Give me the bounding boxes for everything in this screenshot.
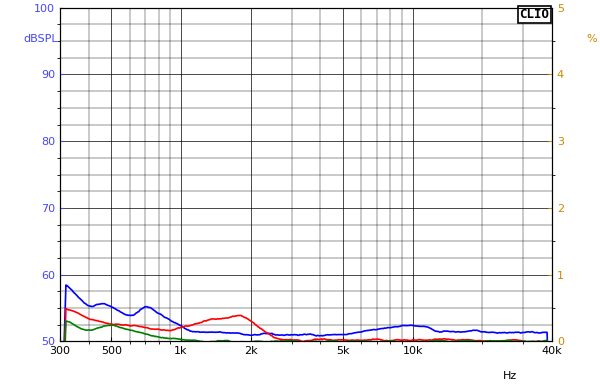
Text: %: % (586, 35, 597, 45)
Text: Hz: Hz (503, 371, 517, 381)
Text: dBSPL: dBSPL (23, 35, 58, 45)
Text: CLIO: CLIO (520, 8, 550, 21)
